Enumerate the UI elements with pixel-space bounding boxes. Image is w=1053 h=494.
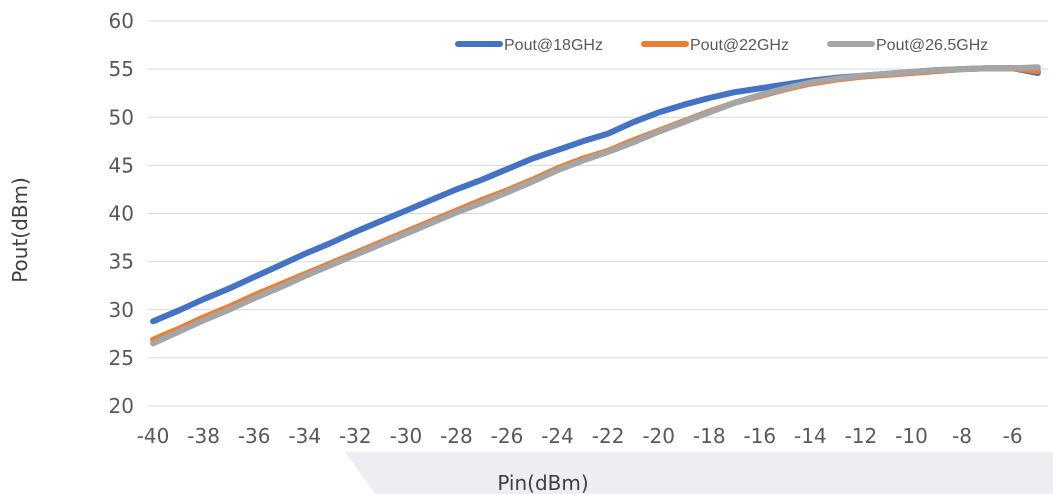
x-axis-title: Pin(dBm) (497, 471, 588, 494)
x-tick-label: -36 (238, 424, 271, 448)
legend-label: Pout@22GHz (690, 37, 789, 54)
x-tick-label: -22 (592, 424, 625, 448)
y-tick-label: 25 (109, 346, 134, 370)
series-line-2 (150, 65, 1041, 343)
y-tick-label: 45 (109, 153, 134, 177)
x-tick-label: -18 (693, 424, 726, 448)
x-tick-label: -20 (642, 424, 675, 448)
x-tick-label: -34 (288, 424, 321, 448)
x-tick-label: -38 (187, 424, 220, 448)
y-tick-label: 60 (109, 9, 134, 33)
x-tick-label: -40 (137, 424, 170, 448)
series-line-3 (150, 64, 1041, 347)
x-tick-label: -8 (952, 424, 972, 448)
footer-shape (345, 452, 1053, 494)
x-tick-label: -24 (541, 424, 574, 448)
x-tick-label: -32 (339, 424, 372, 448)
x-tick-label: -6 (1003, 424, 1023, 448)
x-tick-label: -16 (743, 424, 776, 448)
x-tick-label: -30 (390, 424, 423, 448)
x-tick-label: -12 (845, 424, 878, 448)
y-tick-label: 30 (109, 298, 134, 322)
y-axis-ticks: 20 25 30 35 40 45 50 55 60 (109, 9, 134, 418)
legend-label: Pout@26.5GHz (876, 37, 988, 54)
y-tick-label: 20 (109, 394, 134, 418)
x-tick-label: -10 (895, 424, 928, 448)
legend-label: Pout@18GHz (504, 37, 603, 54)
y-tick-label: 55 (109, 57, 134, 81)
x-axis-ticks: -40 -38 -36 -34 -32 -30 -28 -26 -24 -22 -20 -18 -16-… (137, 424, 1023, 448)
y-tick-label: 50 (109, 105, 134, 129)
x-tick-label: -28 (440, 424, 473, 448)
gridlines (148, 20, 1048, 407)
series-lines (150, 64, 1041, 347)
x-tick-label: -26 (491, 424, 524, 448)
y-tick-label: 35 (109, 250, 134, 274)
y-tick-label: 40 (109, 202, 134, 226)
y-axis-title: Pout(dBm) (8, 177, 32, 283)
x-tick-label: -14 (794, 424, 827, 448)
legend: Pout@18GHz Pout@22GHz Pout@26.5GHz (455, 37, 988, 54)
